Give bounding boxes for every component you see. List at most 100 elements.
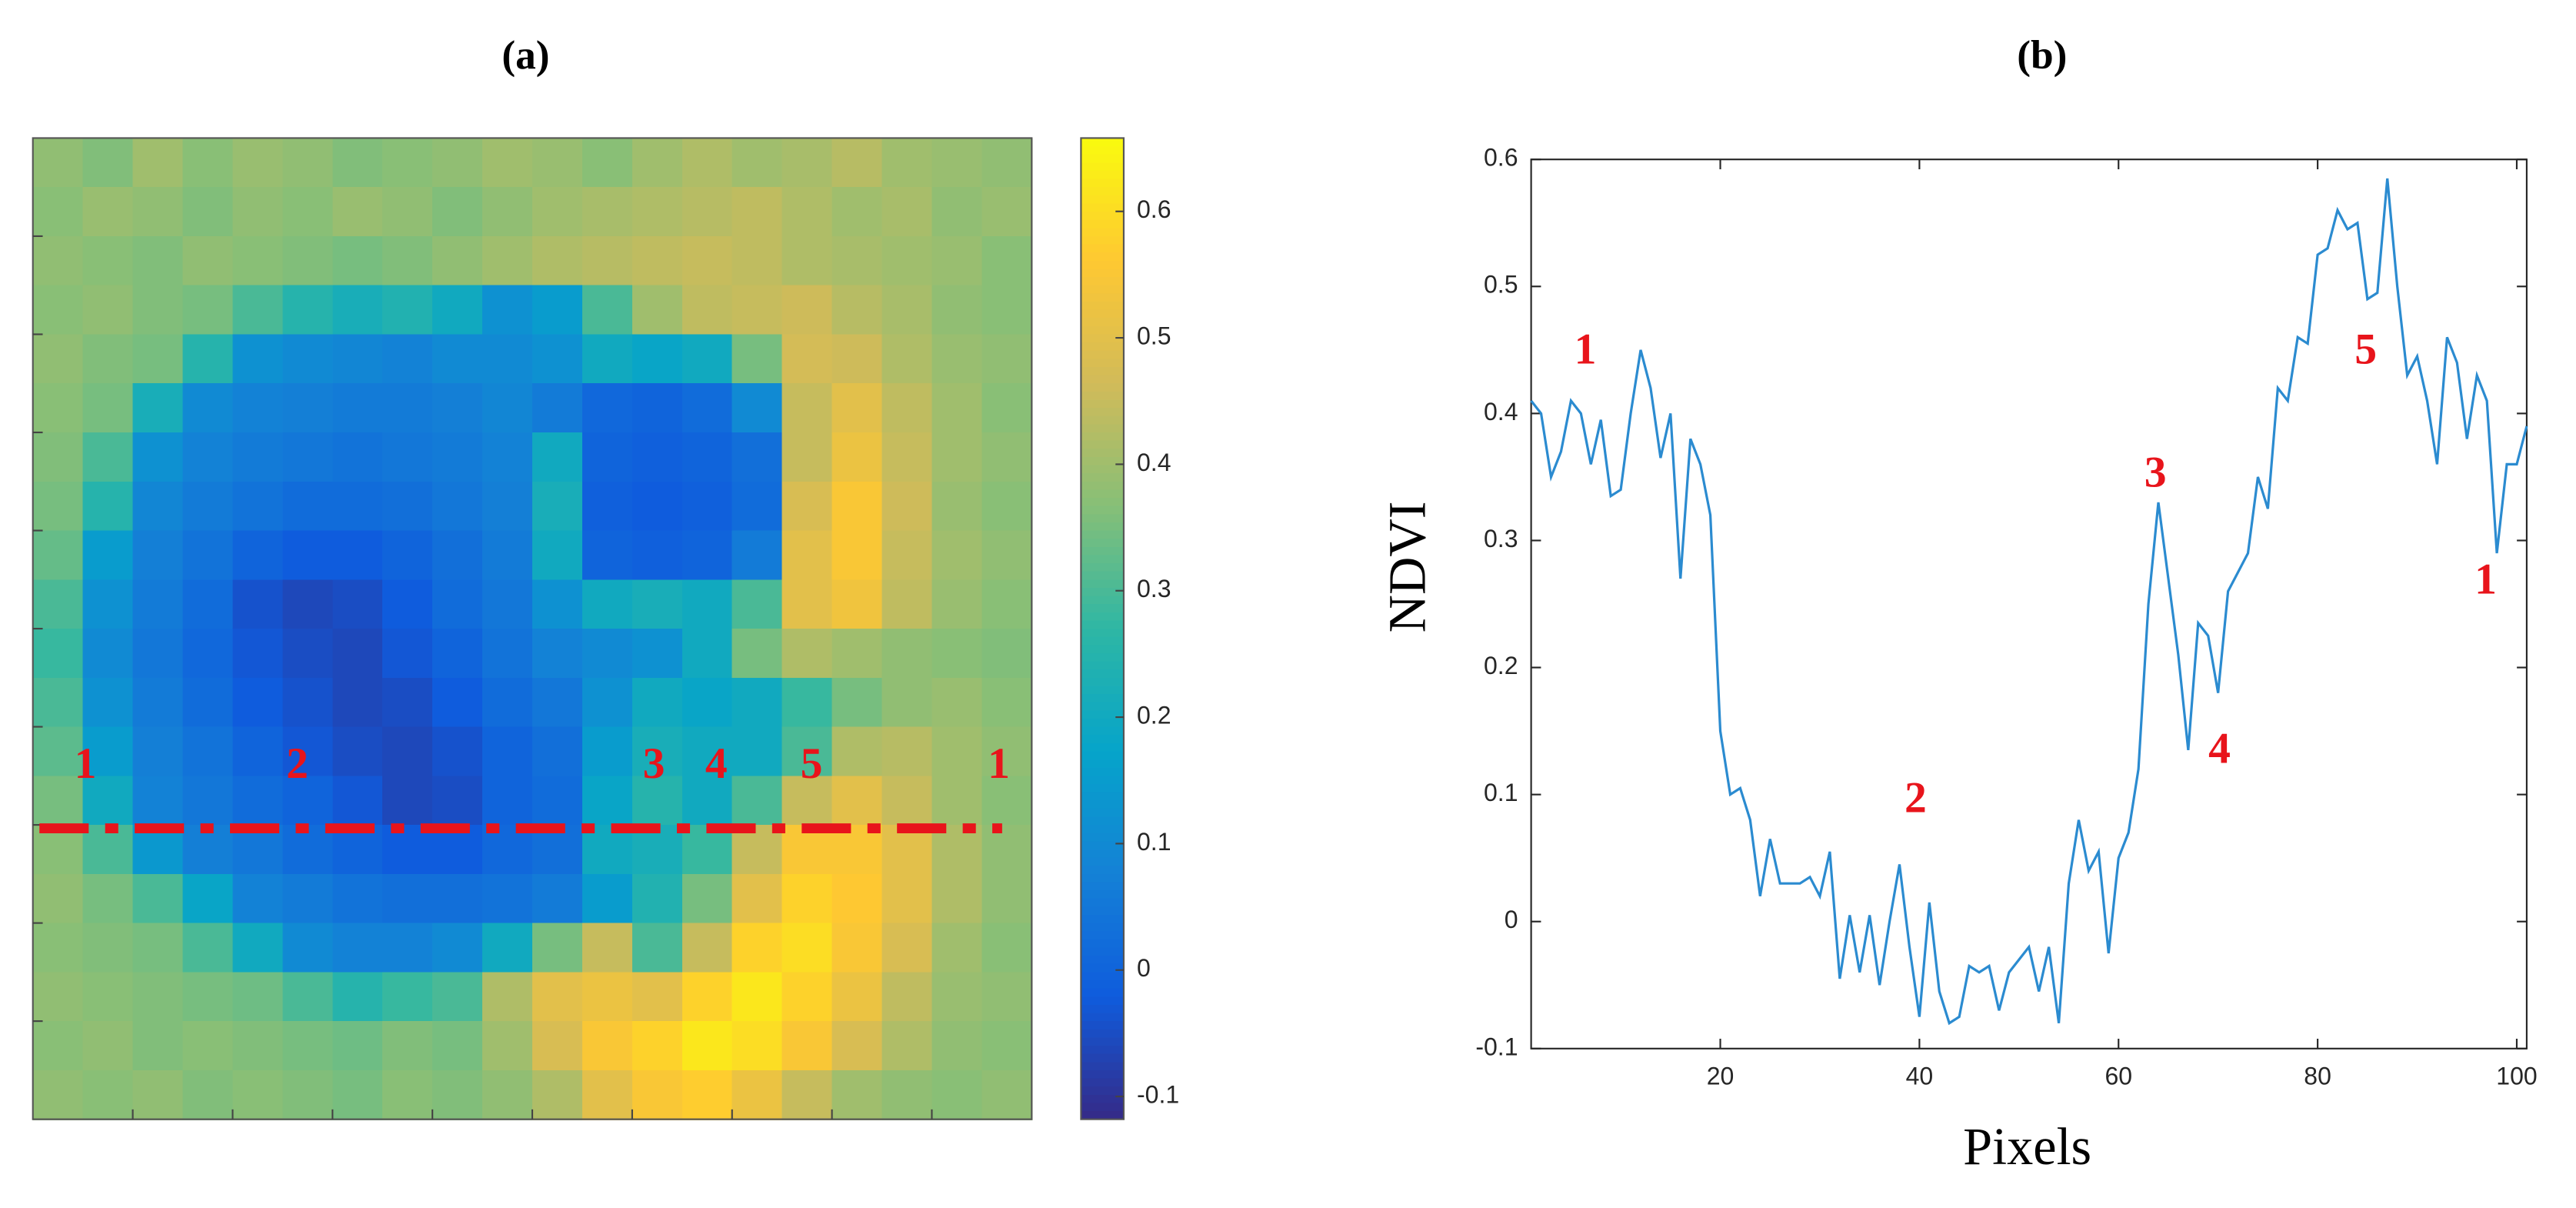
heatmap-cell — [731, 726, 783, 777]
colorbar-gradient — [1081, 277, 1124, 286]
heatmap-cell — [632, 1021, 684, 1072]
heatmap-cell — [282, 285, 334, 335]
heatmap-cell — [282, 677, 334, 728]
heatmap-cell — [232, 138, 284, 189]
heatmap-cell — [931, 187, 983, 238]
annotation: 1 — [1575, 325, 1597, 373]
heatmap-cell — [881, 972, 933, 1023]
heatmap-cell — [82, 579, 134, 630]
colorbar-gradient — [1081, 661, 1124, 671]
heatmap-cell — [482, 138, 534, 189]
heatmap-cell — [232, 972, 284, 1023]
colorbar-gradient — [1081, 252, 1124, 262]
heatmap-cell — [82, 629, 134, 679]
heatmap-cell — [931, 1070, 983, 1120]
colorbar-gradient — [1081, 449, 1124, 458]
heatmap-cell — [382, 187, 434, 238]
heatmap-cell — [332, 285, 384, 335]
heatmap-cell — [831, 579, 883, 630]
colorbar-gradient — [1081, 718, 1124, 728]
heatmap-cell — [182, 1021, 234, 1072]
heatmap-cell — [482, 530, 534, 581]
heatmap-cell — [332, 235, 384, 286]
heatmap-cell — [232, 334, 284, 385]
x-tick-label: 60 — [2104, 1063, 2132, 1090]
heatmap-cell — [432, 923, 484, 973]
heatmap-cell — [681, 138, 734, 189]
colorbar-gradient — [1081, 1078, 1124, 1088]
colorbar-gradient — [1081, 228, 1124, 238]
heatmap-cell — [532, 677, 584, 728]
heatmap-cell — [781, 726, 833, 777]
heatmap-cell — [32, 1021, 84, 1072]
heatmap-cell — [831, 383, 883, 434]
colorbar-gradient — [1081, 219, 1124, 229]
panel-title: (a) — [502, 32, 549, 78]
heatmap-cell — [282, 481, 334, 532]
heatmap-cell — [332, 1070, 384, 1120]
heatmap-cell — [232, 1070, 284, 1120]
heatmap-cell — [282, 235, 334, 286]
colorbar-gradient — [1081, 1004, 1124, 1014]
heatmap-cell — [132, 138, 184, 189]
heatmap-cell — [681, 530, 734, 581]
heatmap-cell — [182, 530, 234, 581]
colorbar-gradient — [1081, 645, 1124, 654]
heatmap-cell — [681, 1070, 734, 1120]
colorbar-gradient — [1081, 898, 1124, 908]
colorbar-gradient — [1081, 383, 1124, 392]
heatmap-cell — [981, 383, 1033, 434]
heatmap-cell — [731, 629, 783, 679]
heatmap-cell — [981, 629, 1033, 679]
colorbar-gradient — [1081, 342, 1124, 352]
heatmap-cell — [382, 334, 434, 385]
colorbar-tick-label: 0.4 — [1137, 449, 1171, 476]
heatmap-cell — [981, 334, 1033, 385]
colorbar-gradient — [1081, 1103, 1124, 1113]
annotation: 3 — [2144, 449, 2167, 497]
heatmap-cell — [632, 285, 684, 335]
heatmap-cell — [332, 629, 384, 679]
colorbar-gradient — [1081, 456, 1124, 466]
colorbar-gradient — [1081, 735, 1124, 744]
heatmap-cell — [232, 481, 284, 532]
heatmap-cell — [482, 677, 534, 728]
colorbar-gradient — [1081, 857, 1124, 867]
panel-title: (b) — [2017, 32, 2067, 78]
heatmap-cell — [532, 187, 584, 238]
heatmap-cell — [132, 873, 184, 924]
colorbar-gradient — [1081, 890, 1124, 899]
colorbar-gradient — [1081, 415, 1124, 425]
heatmap-cell — [831, 726, 883, 777]
heatmap-cell — [582, 383, 634, 434]
heatmap-cell — [382, 972, 434, 1023]
colorbar-gradient — [1081, 473, 1124, 482]
heatmap-cell — [132, 530, 184, 581]
colorbar-gradient — [1081, 776, 1124, 786]
heatmap-cell — [731, 481, 783, 532]
heatmap-cell — [731, 530, 783, 581]
heatmap-cell — [931, 873, 983, 924]
heatmap-cell — [931, 1021, 983, 1072]
colorbar-gradient — [1081, 235, 1124, 245]
heatmap-cell — [731, 579, 783, 630]
colorbar-gradient — [1081, 923, 1124, 933]
colorbar-gradient — [1081, 841, 1124, 851]
heatmap-cell — [781, 629, 833, 679]
heatmap-cell — [182, 923, 234, 973]
colorbar-gradient — [1081, 694, 1124, 703]
heatmap-cell — [831, 1021, 883, 1072]
heatmap-cell — [532, 972, 584, 1023]
heatmap-cell — [482, 334, 534, 385]
heatmap-cell — [632, 923, 684, 973]
colorbar-gradient — [1081, 596, 1124, 606]
heatmap-cell — [731, 138, 783, 189]
colorbar-gradient — [1081, 963, 1124, 973]
heatmap-cell — [432, 1070, 484, 1120]
heatmap-cell — [132, 481, 184, 532]
heatmap-cell — [332, 187, 384, 238]
heatmap-cell — [681, 677, 734, 728]
heatmap-cell — [282, 383, 334, 434]
heatmap-cell — [482, 235, 534, 286]
heatmap-cell — [282, 873, 334, 924]
